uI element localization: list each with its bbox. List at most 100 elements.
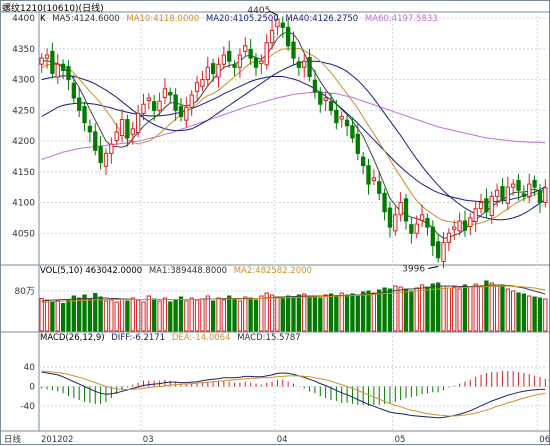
candle-up [55,63,60,78]
volume-bar [360,291,366,332]
candle-down [77,97,82,111]
candle-up [114,131,119,141]
volume-bar [436,282,441,332]
volume-series [39,280,548,332]
y-axis-labels: 4400 4350 4300 4250 4200 4150 4100 4050 80万 40 0 -4… [12,14,35,412]
volume-bar [178,296,184,332]
macd-legend: MACD(26,12,9) DIFF:-6.2171 DEA:-14.0064 … [40,333,305,343]
candle-up [39,57,44,65]
candle-up [103,152,109,167]
candle-down [125,119,130,139]
candle-up [489,195,494,216]
candle-up [446,232,452,243]
volume-bar [141,301,146,332]
volume-bar [527,295,532,332]
candle-down [312,79,318,93]
volume-bar [291,297,296,332]
volume-bar [419,284,425,332]
volume-bar [516,292,521,332]
volume-bar [489,282,494,332]
volume-bar [537,297,543,332]
candle-down [366,165,371,185]
volume-bar [243,296,248,332]
macd-y-tick: 0 [29,383,35,393]
macd-y-tick: 40 [24,363,36,373]
price-y-tick: 4350 [12,45,35,55]
candle-up [200,79,205,87]
volume-bar [210,300,216,332]
candle-up [216,63,221,78]
candle-down [82,106,87,124]
candle-down [430,226,435,247]
volume-bar [334,295,339,332]
candle-down [516,179,521,191]
volume-bar [71,295,76,332]
candle-up [135,112,141,133]
candle-down [360,156,366,167]
volume-bar [285,295,291,332]
candle-down [355,133,360,154]
ma60-line [41,92,546,160]
low-pointer [428,265,439,269]
candle-down [328,101,334,111]
candle-up [527,183,532,197]
volume-bar [39,298,44,332]
candle-up [468,217,473,228]
volume-bar [135,299,141,332]
legend-vol-ma2: MA2:482582.2000 [233,266,312,276]
candle-up [146,97,151,102]
volume-bar [393,285,398,332]
volume-bar [66,299,71,332]
candle-down [253,57,259,68]
candle-up [452,226,457,231]
volume-bar [280,298,285,332]
candle-up [494,189,500,197]
dif-line [41,371,546,419]
volume-bar [60,303,66,332]
candle-up [130,128,135,135]
candle-down [168,92,173,96]
volume-bar [350,293,355,332]
candle-down [291,41,296,59]
candle-down [344,119,350,127]
candle-down [409,224,414,234]
candle-up [189,94,194,108]
volume-bar [307,296,312,332]
candle-down [307,56,312,78]
volume-bar [425,286,430,332]
volume-bar [216,297,221,332]
volume-bar [77,297,82,332]
macd-series [41,370,546,419]
volume-bar [168,301,173,332]
volume-bar [457,288,462,332]
ma20-line [41,60,546,221]
candle-up [473,208,478,223]
candle-down [521,193,527,197]
legend-k: K [40,14,46,24]
low-label: 3996 [402,264,425,274]
candle-down [537,190,543,204]
volume-bar [87,298,93,332]
volume-legend: VOL(5,10) 463042.0000 MA1:389448.8000 MA… [40,266,316,276]
price-legend: K MA5:4124.6000 MA10:4118.0000 MA20:4105… [40,14,442,24]
candle-down [178,106,184,117]
candlestick-series [39,14,548,269]
volume-bar [227,295,232,332]
volume-bar [355,295,360,332]
candle-up [237,54,243,68]
volume-bar [328,293,334,332]
candle-up [141,103,146,114]
candle-down [350,125,355,139]
ma60-series [41,92,546,160]
candle-down [232,64,237,68]
price-annotations: 4405 3996 [247,6,439,274]
volume-bar [543,298,548,332]
volume-bar [259,295,264,332]
volume-bar [462,284,468,332]
volume-bar [119,298,125,332]
legend-ma5: MA5:4124.6000 [52,14,120,24]
volume-bar [162,297,168,332]
volume-bar [152,298,157,332]
candle-up [393,214,398,232]
